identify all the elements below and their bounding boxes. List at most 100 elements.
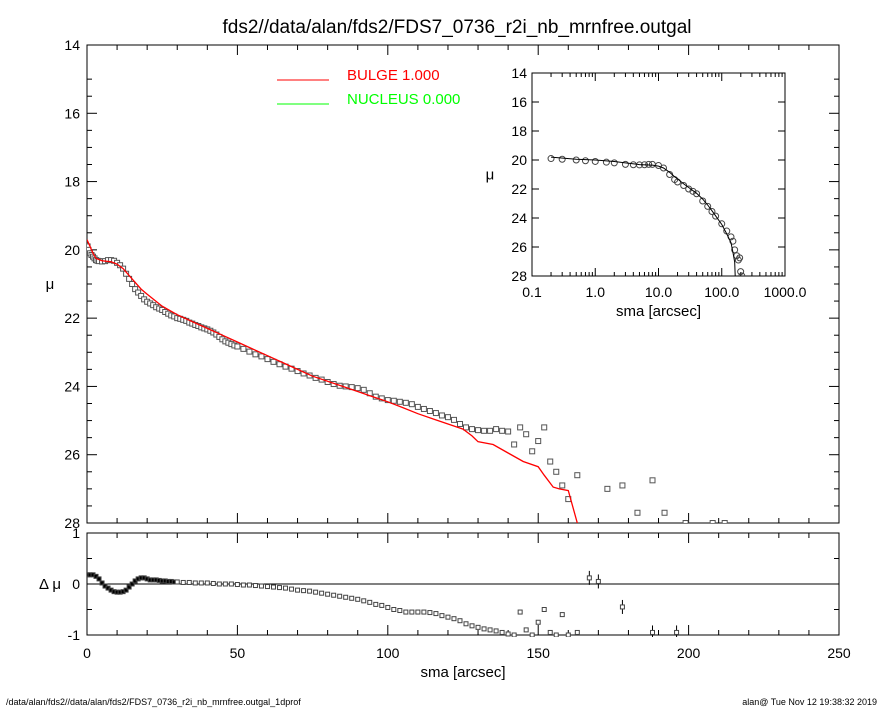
- data-point: [135, 289, 142, 296]
- residual-point: [565, 632, 571, 637]
- residual-point: [307, 588, 313, 594]
- data-point: [487, 427, 494, 434]
- inset-data-point: [708, 207, 716, 215]
- residual-point: [541, 607, 547, 612]
- residual-point: [198, 580, 204, 586]
- residual-ylabel: Δ μ: [39, 576, 61, 593]
- residual-point: [403, 609, 409, 615]
- inset-ytick-label: 16: [511, 94, 527, 110]
- inset-ytick-label: 24: [511, 210, 527, 226]
- data-point: [559, 482, 566, 489]
- inset-data-point: [621, 160, 629, 168]
- inset-data-point: [572, 156, 580, 164]
- footer-left: /data/alan/fds2//data/alan/fds2/FDS7_073…: [6, 697, 301, 707]
- inset-data-point: [699, 197, 707, 205]
- main-panel: 14 16 18 20 22 24 26 28 μ: [46, 37, 840, 531]
- residual-point: [319, 590, 325, 596]
- data-point: [529, 448, 536, 455]
- residual-point: [433, 611, 439, 617]
- data-point: [517, 424, 524, 431]
- data-point: [649, 477, 656, 484]
- residual-point: [367, 599, 373, 605]
- main-ytick-label: 26: [64, 447, 80, 463]
- chart-title: fds2//data/alan/fds2/FDS7_0736_r2i_nb_mr…: [223, 17, 692, 38]
- inset-data-point: [738, 272, 746, 276]
- data-point: [138, 292, 145, 299]
- residual-point: [547, 629, 553, 635]
- data-point: [619, 482, 626, 489]
- residual-point: [650, 629, 656, 635]
- residual-point: [258, 583, 264, 589]
- data-point: [535, 438, 542, 445]
- residual-point: [277, 585, 283, 591]
- inset-xtick-label: 1.0: [586, 284, 606, 300]
- inset-xtick-label: 1000.0: [764, 284, 807, 300]
- data-point: [270, 358, 277, 365]
- residual-point: [222, 581, 228, 587]
- inset-ytick-label: 20: [511, 152, 527, 168]
- residual-point: [123, 587, 129, 593]
- residual-point: [192, 580, 198, 586]
- data-point: [505, 428, 512, 435]
- residual-xtick-label: 200: [677, 645, 701, 661]
- residual-point: [355, 596, 361, 602]
- data-point: [360, 386, 367, 393]
- data-point: [258, 353, 265, 360]
- residual-point: [379, 602, 385, 608]
- residual-point: [270, 584, 276, 590]
- residual-ytick-label: 0: [72, 576, 80, 592]
- inset-ytick-label: 26: [511, 239, 527, 255]
- data-point: [132, 286, 139, 293]
- main-ytick-label: 24: [64, 378, 80, 394]
- inset-ytick-label: 18: [511, 123, 527, 139]
- main-data: [87, 239, 728, 523]
- residual-point: [487, 627, 493, 633]
- main-xlabel: sma [arcsec]: [420, 664, 505, 681]
- residual-point: [559, 612, 565, 618]
- inset-xlabel: sma [arcsec]: [616, 303, 701, 320]
- residual-point: [439, 613, 445, 619]
- residual-point: [457, 618, 463, 624]
- residual-point: [216, 581, 222, 587]
- data-point: [444, 414, 451, 421]
- residual-xtick-label: 150: [527, 645, 551, 661]
- data-point: [499, 427, 506, 434]
- data-point: [396, 398, 403, 405]
- inset-data-point: [547, 155, 555, 163]
- main-ytick-label: 18: [64, 174, 80, 190]
- residual-point: [204, 580, 210, 586]
- legend: BULGE 1.000 NUCLEUS 0.000: [277, 67, 460, 108]
- footer-right: alan@ Tue Nov 12 19:38:32 2019: [742, 697, 877, 707]
- residual-point: [325, 591, 331, 597]
- main-ytick-label: 22: [64, 310, 80, 326]
- inset-data-point: [737, 268, 745, 276]
- data-point: [547, 458, 554, 465]
- main-ytick-label: 20: [64, 242, 80, 258]
- data-point: [390, 397, 397, 404]
- residual-ytick-label: 1: [72, 525, 80, 541]
- residual-point: [517, 609, 523, 615]
- residual-point: [385, 604, 391, 610]
- residual-xtick-label: 250: [827, 645, 851, 661]
- residual-point: [415, 609, 421, 615]
- residual-point: [397, 608, 403, 614]
- residual-point: [126, 584, 132, 590]
- residual-point: [289, 586, 295, 592]
- inset-panel: 14 16 18 20 22 24 26 280.1 1.0 10.0 100.0 1000.0 sma…: [486, 65, 807, 320]
- residual-point: [595, 578, 601, 584]
- main-ytick-label: 14: [64, 37, 80, 53]
- data-point: [553, 468, 560, 475]
- data-point: [661, 509, 668, 516]
- inset-data-point: [718, 220, 726, 228]
- legend-label-nucleus: NUCLEUS 0.000: [347, 91, 460, 108]
- data-point: [469, 426, 476, 433]
- data-point: [252, 351, 259, 358]
- inset-data-point: [581, 157, 589, 165]
- residual-point: [186, 579, 192, 585]
- data-point: [456, 420, 463, 427]
- data-point: [721, 520, 728, 523]
- residual-point: [246, 582, 252, 588]
- residual-point: [574, 629, 580, 635]
- residual-point: [463, 621, 469, 627]
